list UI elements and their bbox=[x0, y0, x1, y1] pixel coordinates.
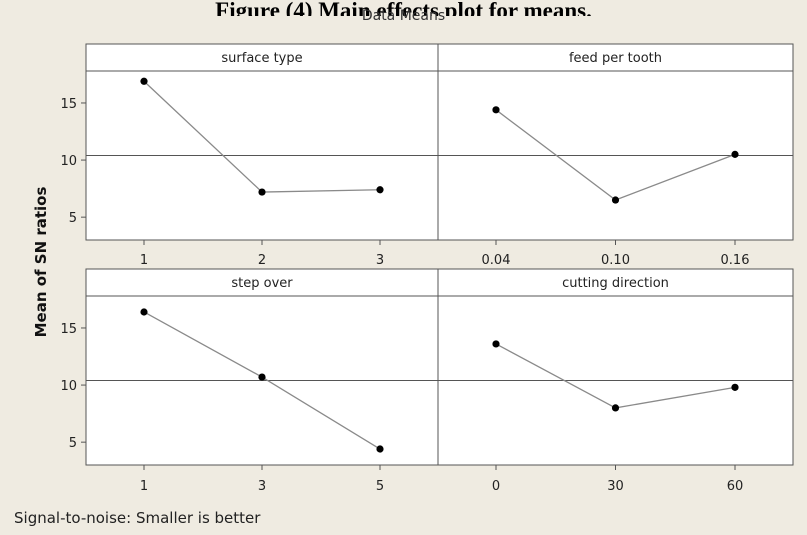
panel-title: step over bbox=[231, 276, 293, 291]
data-point bbox=[492, 340, 500, 348]
x-tick-label: 5 bbox=[376, 479, 384, 494]
panel-header bbox=[437, 43, 794, 72]
x-tick-label: 1 bbox=[140, 253, 148, 268]
x-tick-label: 1 bbox=[140, 479, 148, 494]
panel-title: cutting direction bbox=[562, 276, 669, 291]
figure-caption: Figure (4) Main effects plot for means. bbox=[215, 0, 592, 16]
data-point bbox=[731, 383, 739, 391]
x-tick-label: 3 bbox=[258, 479, 266, 494]
y-tick-label: 15 bbox=[60, 97, 77, 112]
chart-title: Data Means bbox=[361, 8, 446, 24]
y-tick-label: 5 bbox=[69, 436, 77, 451]
x-tick-label: 0.16 bbox=[721, 253, 750, 268]
x-tick-label: 60 bbox=[727, 479, 744, 494]
data-point bbox=[611, 196, 620, 204]
x-tick-label: 2 bbox=[258, 253, 266, 268]
data-point bbox=[140, 77, 148, 85]
y-tick-label: 15 bbox=[60, 322, 77, 337]
data-point bbox=[376, 445, 384, 453]
y-tick-label: 10 bbox=[60, 154, 77, 169]
panel-title: feed per tooth bbox=[569, 51, 662, 66]
y-tick-label: 5 bbox=[69, 211, 77, 226]
panel-header bbox=[437, 268, 794, 297]
x-tick-label: 0.10 bbox=[601, 253, 630, 268]
x-tick-label: 3 bbox=[376, 253, 384, 268]
data-point bbox=[731, 150, 739, 158]
x-tick-label: 30 bbox=[607, 479, 624, 494]
data-point bbox=[376, 186, 384, 194]
data-point bbox=[140, 308, 148, 316]
y-tick-label: 10 bbox=[60, 379, 77, 394]
data-point bbox=[258, 373, 266, 381]
data-point bbox=[492, 106, 500, 114]
panel-title: surface type bbox=[221, 51, 302, 66]
x-tick-label: 0 bbox=[492, 479, 500, 494]
data-point bbox=[258, 188, 266, 196]
y-axis-label: Mean of SN ratios bbox=[32, 187, 50, 338]
footnote: Signal-to-noise: Smaller is better bbox=[14, 509, 261, 527]
panel-header bbox=[85, 43, 439, 72]
x-tick-label: 0.04 bbox=[482, 253, 511, 268]
data-point bbox=[611, 404, 620, 412]
